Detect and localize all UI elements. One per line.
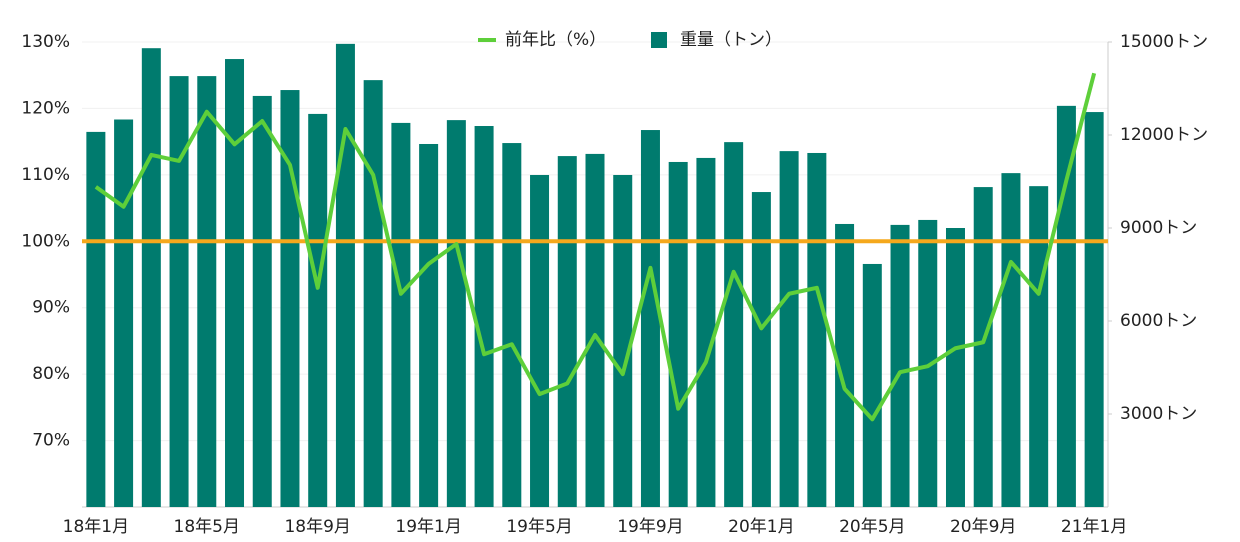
bar [252,95,272,507]
bar [918,219,938,507]
bar [446,120,466,508]
bar [169,76,189,507]
bar [779,151,799,507]
bar [363,80,383,507]
bar [197,76,217,507]
bar [945,228,965,507]
y2-tick-label: 3000トン [1120,404,1197,424]
x-tick-label: 20年1月 [728,517,794,537]
x-tick-label: 19年1月 [395,517,461,537]
bar [1029,186,1049,507]
x-tick-label: 21年1月 [1061,517,1127,537]
bar [1001,173,1021,507]
bar [696,157,716,507]
bar [807,152,827,508]
y-tick-label: 110% [21,165,70,185]
x-tick-label: 18年9月 [284,517,350,537]
legend-label: 重量（トン） [680,30,782,50]
bar [225,59,245,508]
bar [141,48,161,507]
bar [585,153,605,507]
y-tick-label: 70% [32,431,70,451]
y-tick-label: 130% [21,32,70,52]
y-tick-label: 80% [32,364,70,384]
y-tick-label: 120% [21,98,70,118]
legend-label: 前年比（%） [505,30,606,50]
x-tick-label: 20年9月 [950,517,1016,537]
x-tick-label: 18年1月 [63,517,129,537]
bar [391,122,411,507]
y-tick-label: 90% [32,298,70,318]
bar [613,174,633,508]
y2-tick-label: 12000トン [1120,125,1208,145]
bar [335,43,355,508]
y2-tick-label: 6000トン [1120,311,1197,331]
y2-tick-label: 15000トン [1120,32,1208,52]
bar [1084,112,1104,507]
x-tick-label: 18年5月 [174,517,240,537]
bar [557,156,577,507]
bar [640,130,660,508]
bar [668,161,688,507]
bar [474,126,494,507]
line [94,72,1097,422]
bar [86,131,106,507]
bar [308,113,328,508]
x-tick-label: 20年5月 [839,517,905,537]
bar [1056,105,1076,508]
bar [751,192,771,508]
x-tick-label: 19年9月 [617,517,683,537]
legend-bar-icon [651,32,667,48]
y-tick-label: 100% [21,231,70,251]
bar [724,142,744,507]
bar [419,143,439,508]
bar [502,143,522,507]
bar [973,187,993,507]
bar [530,174,550,508]
y2-tick-label: 9000トン [1120,218,1197,238]
bar [890,224,910,507]
x-tick-label: 19年5月 [506,517,572,537]
bar [114,119,134,507]
bar [862,263,882,507]
bar [835,223,855,507]
